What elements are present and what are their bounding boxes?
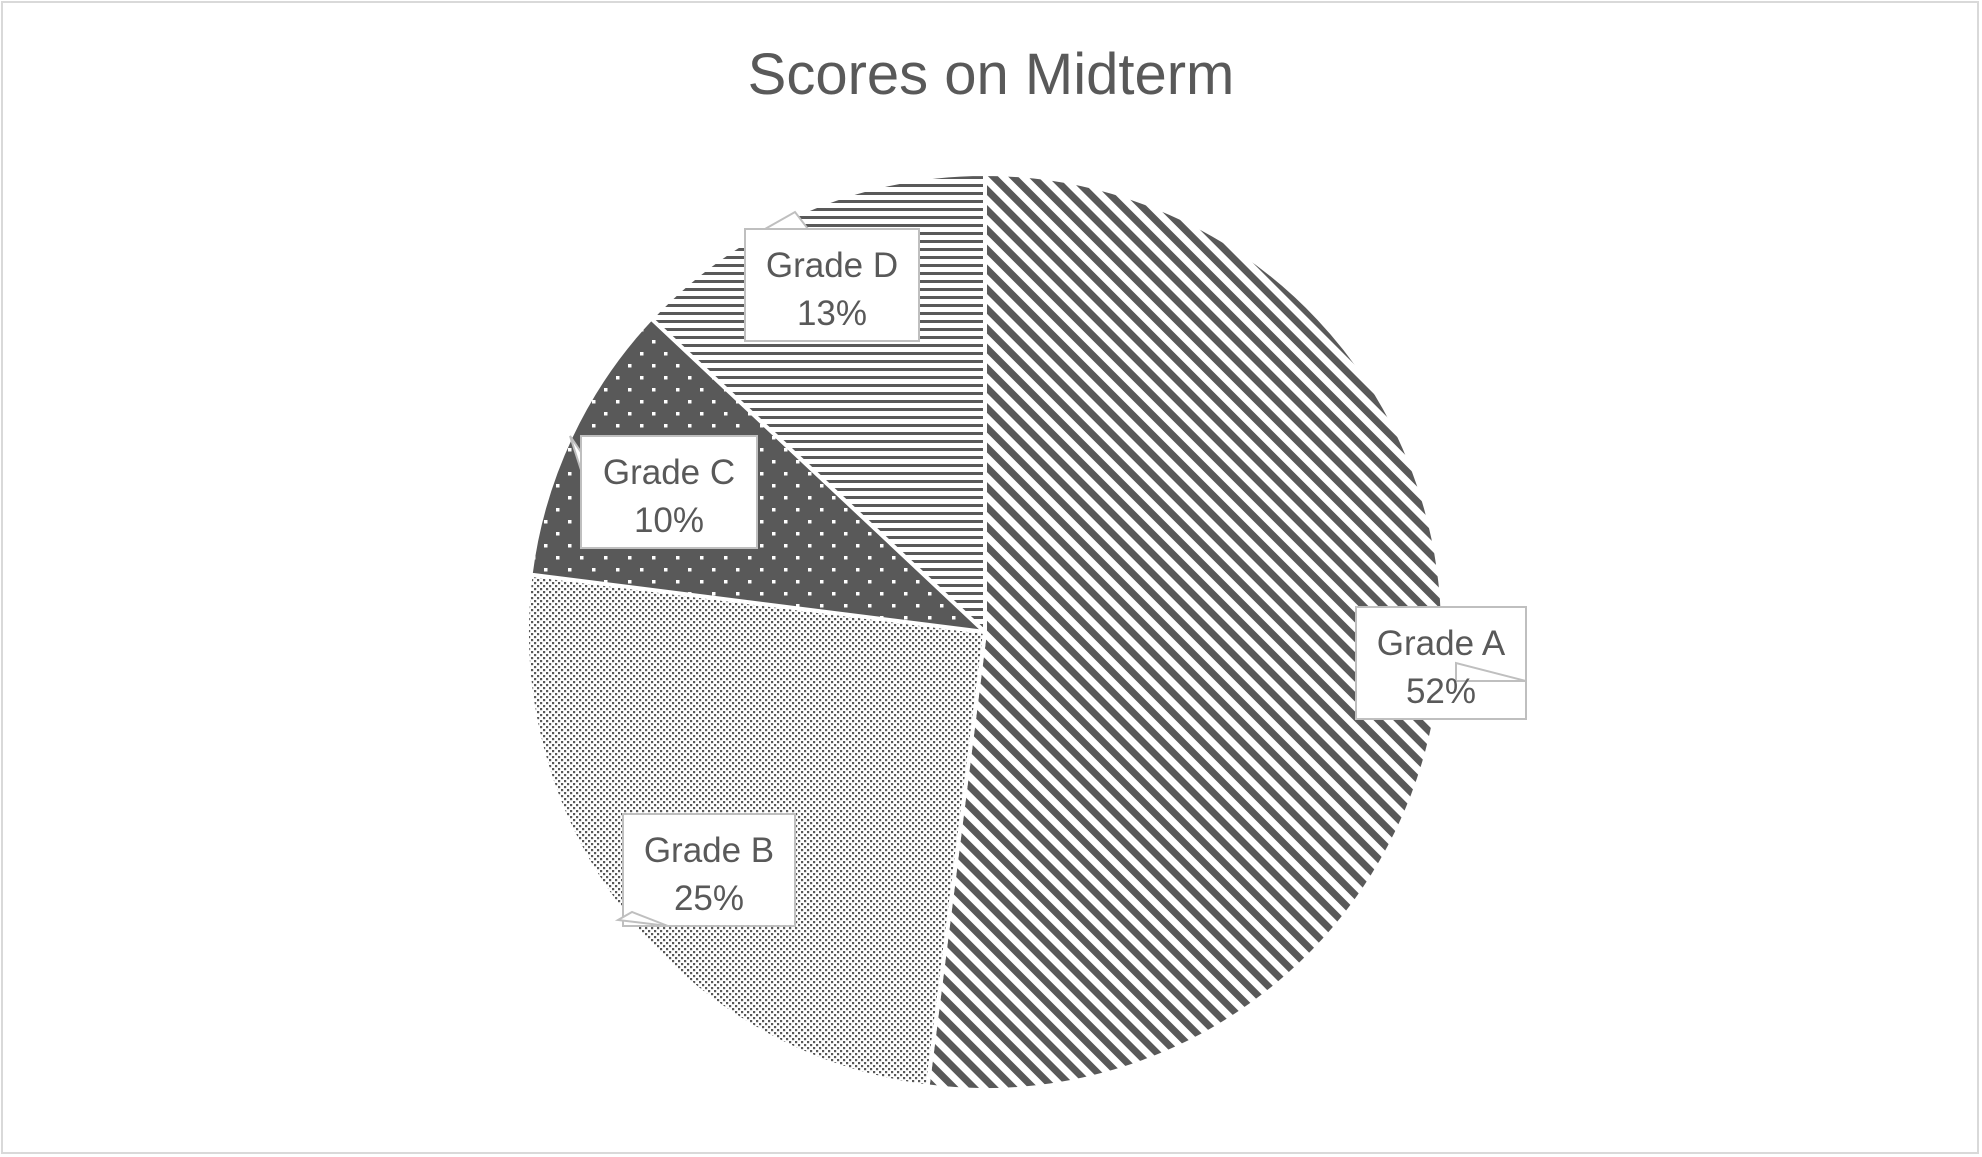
data-label-category: Grade B [644,831,774,870]
data-label-grade-c: Grade C 10% [569,435,758,549]
pie-slices [525,172,1445,1092]
data-label-category: Grade A [1377,624,1506,663]
data-label-value: 25% [674,879,744,918]
callout-box [622,813,796,927]
data-label-grade-d: Grade D 13% [744,210,920,342]
data-label-category: Grade C [603,453,735,492]
data-label-grade-b: Grade B 25% [614,813,796,927]
data-label-value: 52% [1406,672,1476,711]
callout-box [580,435,758,549]
data-label-category: Grade D [766,246,898,285]
data-labels: Grade A 52% Grade B 25% Grade C 10% Grade D 13% [569,210,1527,927]
callout-box [1355,606,1527,720]
data-label-grade-a: Grade A 52% [1355,606,1527,720]
callout-pointer [761,210,811,230]
data-label-value: 13% [797,294,867,333]
chart-title: Scores on Midterm [748,42,1235,107]
callout-box [744,228,920,342]
callout-pointer [1455,661,1527,682]
data-label-value: 10% [634,501,704,540]
callout-pointer [614,910,669,927]
callout-pointer [569,435,582,471]
